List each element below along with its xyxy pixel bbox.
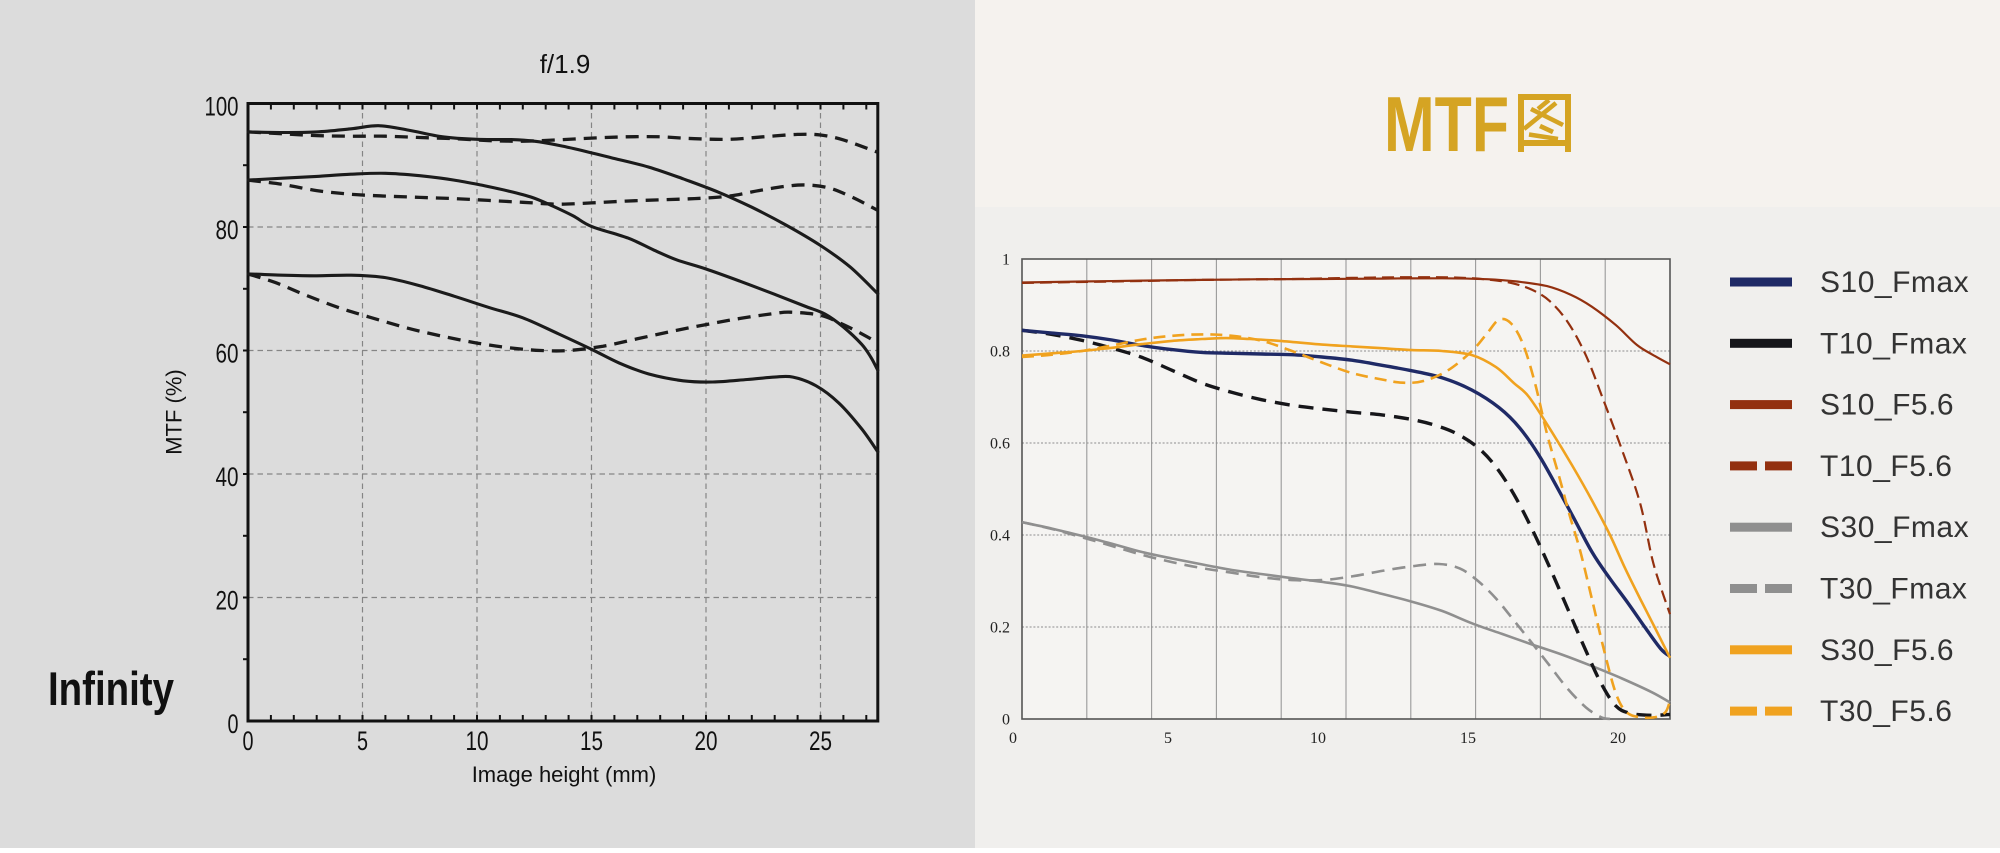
svg-text:S10_Fmax: S10_Fmax — [1820, 266, 1969, 299]
svg-text:0.8: 0.8 — [990, 344, 1010, 361]
svg-text:20: 20 — [1610, 730, 1626, 747]
svg-text:0.4: 0.4 — [990, 528, 1010, 545]
svg-text:15: 15 — [1460, 730, 1476, 747]
svg-text:0.2: 0.2 — [990, 620, 1010, 637]
svg-text:MTF: MTF — [1384, 80, 1509, 168]
svg-text:5: 5 — [1164, 730, 1172, 747]
svg-text:25: 25 — [809, 726, 832, 756]
svg-text:Image height (mm): Image height (mm) — [472, 762, 657, 787]
svg-text:MTF (%): MTF (%) — [162, 369, 187, 455]
svg-text:T10_F5.6: T10_F5.6 — [1820, 450, 1952, 483]
svg-text:T30_Fmax: T30_Fmax — [1820, 573, 1967, 606]
svg-text:T10_Fmax: T10_Fmax — [1820, 327, 1967, 360]
svg-text:10: 10 — [466, 726, 489, 756]
svg-text:T30_F5.6: T30_F5.6 — [1820, 695, 1952, 728]
svg-text:15: 15 — [580, 726, 603, 756]
svg-text:100: 100 — [205, 92, 239, 122]
svg-text:0: 0 — [243, 726, 254, 756]
svg-text:S30_F5.6: S30_F5.6 — [1820, 634, 1954, 667]
svg-text:20: 20 — [216, 586, 239, 616]
svg-text:Infinity: Infinity — [48, 662, 174, 715]
svg-text:80: 80 — [216, 215, 239, 245]
svg-text:S30_Fmax: S30_Fmax — [1820, 511, 1969, 544]
svg-text:20: 20 — [695, 726, 718, 756]
svg-text:0: 0 — [228, 709, 239, 739]
svg-text:0.6: 0.6 — [990, 436, 1010, 453]
svg-text:1: 1 — [1002, 252, 1010, 269]
svg-text:40: 40 — [216, 462, 239, 492]
svg-text:f/1.9: f/1.9 — [540, 49, 591, 79]
svg-text:0: 0 — [1002, 712, 1010, 729]
svg-text:0: 0 — [1009, 730, 1017, 747]
svg-text:10: 10 — [1310, 730, 1326, 747]
svg-text:S10_F5.6: S10_F5.6 — [1820, 389, 1954, 422]
svg-text:5: 5 — [357, 726, 368, 756]
svg-text:60: 60 — [216, 339, 239, 369]
